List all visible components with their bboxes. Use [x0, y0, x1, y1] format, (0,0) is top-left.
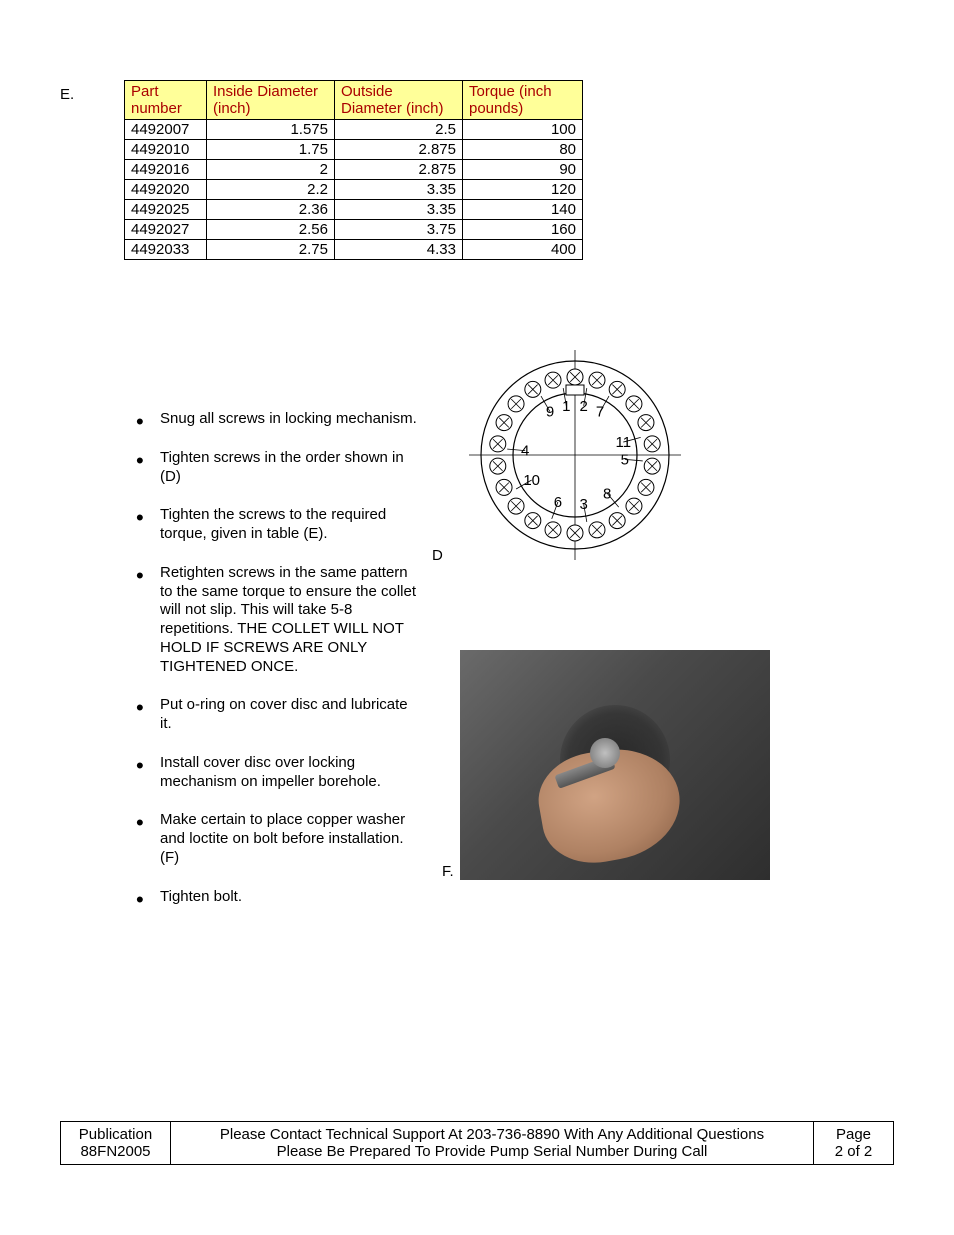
table-row: 44920202.23.35120 [125, 180, 583, 200]
table-cell: 400 [463, 240, 583, 260]
list-item: Install cover disc over locking mechanis… [130, 754, 420, 792]
table-cell: 3.35 [335, 200, 463, 220]
table-cell: 3.35 [335, 180, 463, 200]
diagram-number: 2 [580, 398, 588, 415]
page: E. Part number Inside Diameter (inch) Ou… [0, 0, 954, 1235]
diagram-number: 1 [562, 398, 570, 415]
list-item: Retighten screws in the same pattern to … [130, 564, 420, 677]
label-f: F. [442, 863, 454, 880]
table-row: 44920101.752.87580 [125, 140, 583, 160]
footer-mid-bot: Please Be Prepared To Provide Pump Seria… [277, 1143, 708, 1160]
instructions-list: Snug all screws in locking mechanism. Tig… [130, 410, 420, 906]
table-cell: 4492025 [125, 200, 207, 220]
diagram-number: 5 [621, 451, 629, 468]
table-cell: 4492020 [125, 180, 207, 200]
diagram-number: 8 [603, 485, 611, 502]
list-item: Tighten the screws to the required torqu… [130, 506, 420, 544]
table-cell: 90 [463, 160, 583, 180]
table-cell: 100 [463, 120, 583, 140]
label-d: D [432, 547, 443, 564]
torque-table: Part number Inside Diameter (inch) Outsi… [124, 80, 583, 260]
table-cell: 2.875 [335, 160, 463, 180]
diagram-number: 6 [554, 494, 562, 511]
table-cell: 4492033 [125, 240, 207, 260]
list-item: Tighten screws in the order shown in (D) [130, 449, 420, 487]
footer-left-bot: 88FN2005 [80, 1143, 150, 1160]
footer-mid-top: Please Contact Technical Support At 203-… [220, 1126, 764, 1143]
top-section: E. Part number Inside Diameter (inch) Ou… [60, 80, 894, 260]
list-item: Put o-ring on cover disc and lubricate i… [130, 696, 420, 734]
footer-right-bot: 2 of 2 [835, 1143, 873, 1160]
photo-socket [590, 738, 620, 768]
table-cell: 2.2 [207, 180, 335, 200]
table-cell: 2 [207, 160, 335, 180]
table-cell: 4492010 [125, 140, 207, 160]
table-cell: 2.875 [335, 140, 463, 160]
instructions-column: Snug all screws in locking mechanism. Tig… [60, 350, 420, 926]
photo-f-wrap: F. [460, 650, 894, 880]
diagram-number: 3 [580, 496, 588, 513]
table-cell: 2.36 [207, 200, 335, 220]
table-cell: 2.56 [207, 220, 335, 240]
table-cell: 4492027 [125, 220, 207, 240]
diagram-number: 7 [596, 404, 604, 421]
table-cell: 2.5 [335, 120, 463, 140]
table-row: 44920252.363.35140 [125, 200, 583, 220]
th-outside: Outside Diameter (inch) [335, 81, 463, 120]
footer-table: Publication 88FN2005 Please Contact Tech… [60, 1121, 894, 1165]
th-inside: Inside Diameter (inch) [207, 81, 335, 120]
table-cell: 1.575 [207, 120, 335, 140]
table-cell: 3.75 [335, 220, 463, 240]
footer-right-top: Page [836, 1126, 871, 1143]
torque-table-body: 44920071.5752.510044920101.752.875804492… [125, 120, 583, 260]
diagram-d-wrap: 1234567891011 D [460, 350, 894, 560]
diagram-number: 11 [616, 434, 632, 451]
footer-right: Page 2 of 2 [814, 1122, 894, 1165]
table-cell: 4492016 [125, 160, 207, 180]
th-torque: Torque (inch pounds) [463, 81, 583, 120]
table-cell: 140 [463, 200, 583, 220]
table-cell: 160 [463, 220, 583, 240]
footer-mid: Please Contact Technical Support At 203-… [171, 1122, 814, 1165]
table-cell: 4.33 [335, 240, 463, 260]
table-cell: 2.75 [207, 240, 335, 260]
footer-left: Publication 88FN2005 [61, 1122, 171, 1165]
photo-f [460, 650, 770, 880]
list-item: Snug all screws in locking mechanism. [130, 410, 420, 429]
table-cell: 80 [463, 140, 583, 160]
table-row: 449201622.87590 [125, 160, 583, 180]
label-e: E. [60, 80, 84, 103]
diagram-number: 4 [521, 443, 529, 460]
table-row: 44920071.5752.5100 [125, 120, 583, 140]
table-cell: 4492007 [125, 120, 207, 140]
diagram-number: 10 [523, 472, 540, 489]
diagram-number: 9 [546, 404, 554, 421]
table-cell: 1.75 [207, 140, 335, 160]
table-cell: 120 [463, 180, 583, 200]
diagram-d: 12 3 4 5 6 7 8 9 10 11 [460, 350, 690, 560]
table-row: 44920272.563.75160 [125, 220, 583, 240]
list-item: Tighten bolt. [130, 888, 420, 907]
th-part: Part number [125, 81, 207, 120]
footer-left-top: Publication [79, 1126, 152, 1143]
list-item: Make certain to place copper washer and … [130, 811, 420, 867]
table-row: 44920332.754.33400 [125, 240, 583, 260]
mid-section: Snug all screws in locking mechanism. Tig… [60, 350, 894, 926]
figures-column: 1234567891011 D F. [460, 350, 894, 926]
